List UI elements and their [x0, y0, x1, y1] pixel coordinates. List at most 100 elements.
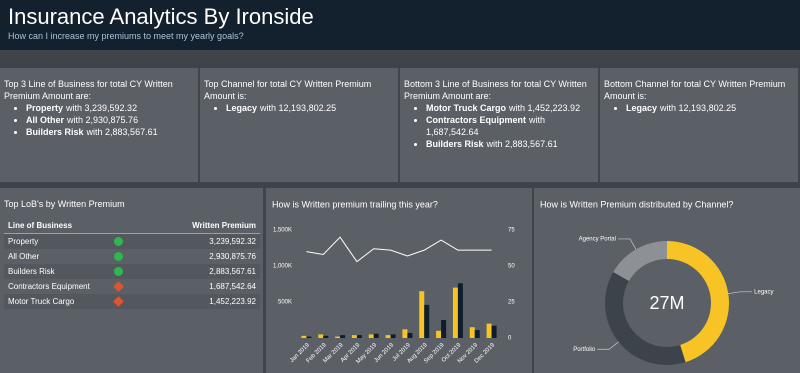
cell: All Other — [8, 252, 40, 261]
card: Top Channel for total CY Written Premium… — [200, 68, 398, 182]
cell: 1,687,542.64 — [209, 282, 256, 291]
item-name: Property — [26, 103, 64, 113]
center-label: 27M — [649, 293, 684, 313]
donut-segment — [604, 272, 686, 365]
panel — [266, 188, 532, 373]
y2-tick-label: 0 — [508, 336, 512, 342]
y-tick-label: 500K — [278, 300, 292, 306]
item-text: with 1,452,223.92 — [509, 103, 581, 113]
card-text: Bottom 3 Line of Business for total CY W… — [404, 79, 587, 101]
bar — [385, 335, 391, 338]
bar — [457, 283, 463, 338]
y-tick-label: 1,500K — [273, 228, 292, 234]
bar — [301, 335, 307, 338]
line — [306, 236, 492, 263]
bar — [335, 336, 341, 338]
item-name: Builders Risk — [426, 139, 484, 149]
card-text: Top 3 Line of Business for total CY Writ… — [4, 79, 173, 101]
item-name: Legacy — [626, 103, 658, 113]
donut-label: Legacy — [754, 289, 773, 295]
table-row: Motor Truck Cargo 1,452,223.92 — [4, 294, 260, 309]
y-tick-label: 1,000K — [273, 264, 292, 270]
card: Top 3 Line of Business for total CY Writ… — [0, 68, 198, 182]
y2-tick-label: 75 — [508, 228, 515, 234]
chart-title: How is Written Premium distributed by Ch… — [540, 199, 733, 209]
leader-line — [728, 291, 753, 294]
table-header: Line of Business Written Premium — [4, 218, 260, 234]
donut-label: Agency Portal — [579, 236, 616, 242]
card: Bottom Channel for total CY Written Prem… — [600, 68, 798, 182]
header: Insurance Analytics By Ironside How can … — [0, 0, 800, 50]
y2-tick-label: 25 — [508, 300, 515, 306]
cell: Property — [8, 237, 39, 246]
bar — [306, 336, 312, 338]
table-row: Builders Risk 2,883,567.61 — [4, 264, 260, 279]
bar — [419, 291, 425, 338]
table-panel: Top LoB's by Written Premium Line of Bus… — [0, 188, 263, 373]
bar — [407, 332, 413, 338]
leader-line — [597, 341, 619, 350]
bar — [340, 335, 346, 338]
table-row: All Other 2,930,875.76 — [4, 249, 260, 264]
subtitle: How can I increase my premiums to meet m… — [8, 31, 244, 41]
donut-segment — [613, 241, 667, 282]
bar — [491, 325, 497, 338]
cell: 1,452,223.92 — [209, 297, 256, 306]
item-name: Motor Truck Cargo — [426, 103, 507, 113]
bar — [469, 327, 475, 338]
bar — [452, 287, 458, 338]
leader-line — [617, 238, 637, 250]
item-text: with 12,193,802.25 — [660, 103, 737, 113]
item-name: Contractors Equipment — [426, 115, 527, 125]
item-text: with 3,239,592.32 — [66, 103, 138, 113]
item-text: with 2,883,567.61 — [486, 139, 558, 149]
bar — [368, 334, 374, 338]
item-name: Legacy — [226, 103, 258, 113]
title: Insurance Analytics By Ironside — [8, 4, 314, 29]
bar — [486, 323, 492, 338]
cell: 2,930,875.76 — [209, 252, 256, 261]
bar — [318, 334, 324, 338]
panel — [534, 188, 800, 373]
donut-label: Portfolio — [573, 347, 596, 353]
status-indicator — [114, 252, 123, 261]
cell: Motor Truck Cargo — [8, 297, 75, 306]
card-text: Top Channel for total CY Written Premium… — [204, 79, 372, 101]
table-row: Contractors Equipment 1,687,542.64 — [4, 279, 260, 294]
item-text: with 12,193,802.25 — [260, 103, 337, 113]
column-header: Line of Business — [8, 221, 73, 230]
bar — [436, 330, 442, 338]
bar — [373, 333, 379, 338]
card-text: Bottom Channel for total CY Written Prem… — [604, 79, 786, 101]
status-indicator — [114, 267, 123, 276]
bar — [441, 320, 447, 338]
y2-tick-label: 50 — [508, 264, 515, 270]
card: Bottom 3 Line of Business for total CY W… — [400, 68, 598, 182]
cell: 3,239,592.32 — [209, 237, 256, 246]
chart-title: How is Written premium trailing this yea… — [272, 199, 438, 209]
table-title: Top LoB's by Written Premium — [4, 199, 125, 209]
item-text: with 2,883,567.61 — [86, 127, 158, 137]
bar — [402, 329, 408, 338]
column-header: Written Premium — [192, 221, 256, 230]
donut-segment — [667, 241, 729, 363]
cell: Contractors Equipment — [8, 282, 90, 291]
item-name: Builders Risk — [26, 127, 84, 137]
bar — [351, 335, 357, 338]
table-row: Property 3,239,592.32 — [4, 234, 260, 249]
item-text: with 1,687,542.64 — [426, 115, 546, 137]
bar — [356, 335, 362, 338]
item-text: with 2,930,875.76 — [67, 115, 139, 125]
